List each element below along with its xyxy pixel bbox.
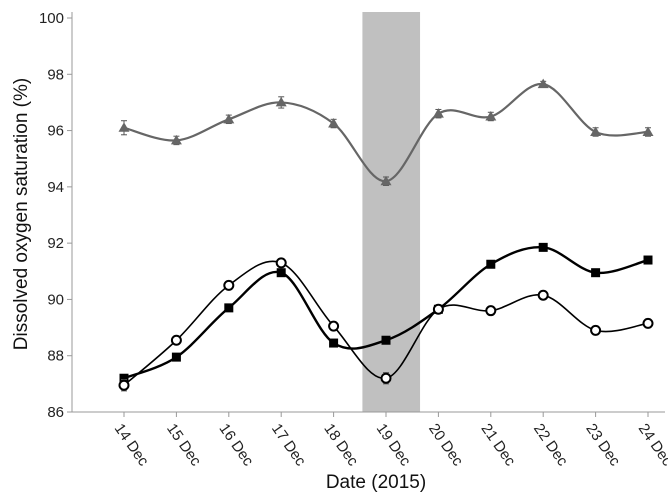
shaded-region bbox=[362, 12, 421, 412]
x-tick-label: 24 Dec bbox=[635, 421, 668, 470]
x-tick-label: 14 Dec bbox=[111, 421, 152, 470]
x-tick-label: 22 Dec bbox=[530, 421, 571, 470]
x-tick-label: 19 Dec bbox=[373, 421, 414, 470]
series-line bbox=[123, 83, 649, 183]
x-tick-label: 15 Dec bbox=[163, 421, 204, 470]
series-triangle bbox=[118, 78, 654, 186]
data-point-circle bbox=[590, 324, 602, 336]
data-point-square bbox=[119, 373, 129, 383]
y-tick-label: 96 bbox=[47, 123, 64, 140]
y-tick-label: 92 bbox=[47, 235, 64, 252]
x-tick-label: 21 Dec bbox=[478, 421, 519, 470]
x-axis-title: Date (2015) bbox=[326, 472, 426, 493]
data-point-triangle bbox=[537, 78, 549, 89]
data-point-triangle bbox=[170, 134, 182, 145]
data-point-triangle bbox=[380, 175, 392, 186]
data-point-circle bbox=[328, 320, 340, 332]
axes-layer: 86 88 90 92 94 96 98 100 14 Dec 15 Dec 16 Dec 17 De… bbox=[39, 10, 668, 470]
data-point-square bbox=[591, 268, 601, 278]
data-point-square bbox=[381, 335, 391, 345]
data-point-circle bbox=[537, 289, 549, 301]
data-point-circle bbox=[380, 372, 392, 384]
y-tick-label: 88 bbox=[47, 348, 64, 365]
data-point-triangle bbox=[590, 126, 602, 136]
series-open-circle bbox=[118, 257, 654, 392]
y-tick-label: 90 bbox=[47, 291, 64, 308]
x-tick-label: 20 Dec bbox=[425, 421, 466, 470]
shaded-period-layer bbox=[362, 12, 421, 412]
data-point-square bbox=[171, 352, 181, 362]
y-tick-label: 94 bbox=[47, 179, 64, 196]
data-point-triangle bbox=[118, 122, 130, 132]
data-point-circle bbox=[485, 305, 497, 317]
data-point-circle bbox=[170, 334, 182, 346]
series-layer bbox=[118, 78, 654, 392]
x-tick-label: 18 Dec bbox=[320, 421, 361, 470]
data-point-triangle bbox=[432, 108, 444, 118]
data-point-circle bbox=[432, 303, 444, 315]
data-point-square bbox=[538, 242, 548, 252]
data-point-circle bbox=[118, 379, 130, 391]
data-point-square bbox=[276, 268, 286, 278]
data-point-square bbox=[643, 255, 653, 265]
y-tick-label: 98 bbox=[47, 66, 64, 83]
x-tick-label: 17 Dec bbox=[268, 421, 309, 470]
y-axis-title: Dissolved oxygen saturation (%) bbox=[11, 78, 32, 350]
data-point-circle bbox=[642, 317, 654, 329]
data-point-square bbox=[224, 303, 234, 313]
data-point-triangle bbox=[642, 126, 654, 136]
data-point-circle bbox=[223, 279, 235, 291]
data-point-triangle bbox=[485, 111, 497, 121]
data-point-square bbox=[329, 338, 339, 348]
x-tick-label: 23 Dec bbox=[582, 421, 623, 470]
y-tick-label: 100 bbox=[39, 10, 64, 27]
x-tick-label: 16 Dec bbox=[216, 421, 257, 470]
y-tick-label: 86 bbox=[47, 404, 64, 421]
data-point-square bbox=[486, 259, 496, 269]
data-point-triangle bbox=[275, 96, 287, 107]
data-point-triangle bbox=[223, 113, 235, 124]
data-point-triangle bbox=[328, 118, 340, 128]
data-point-circle bbox=[275, 257, 287, 269]
